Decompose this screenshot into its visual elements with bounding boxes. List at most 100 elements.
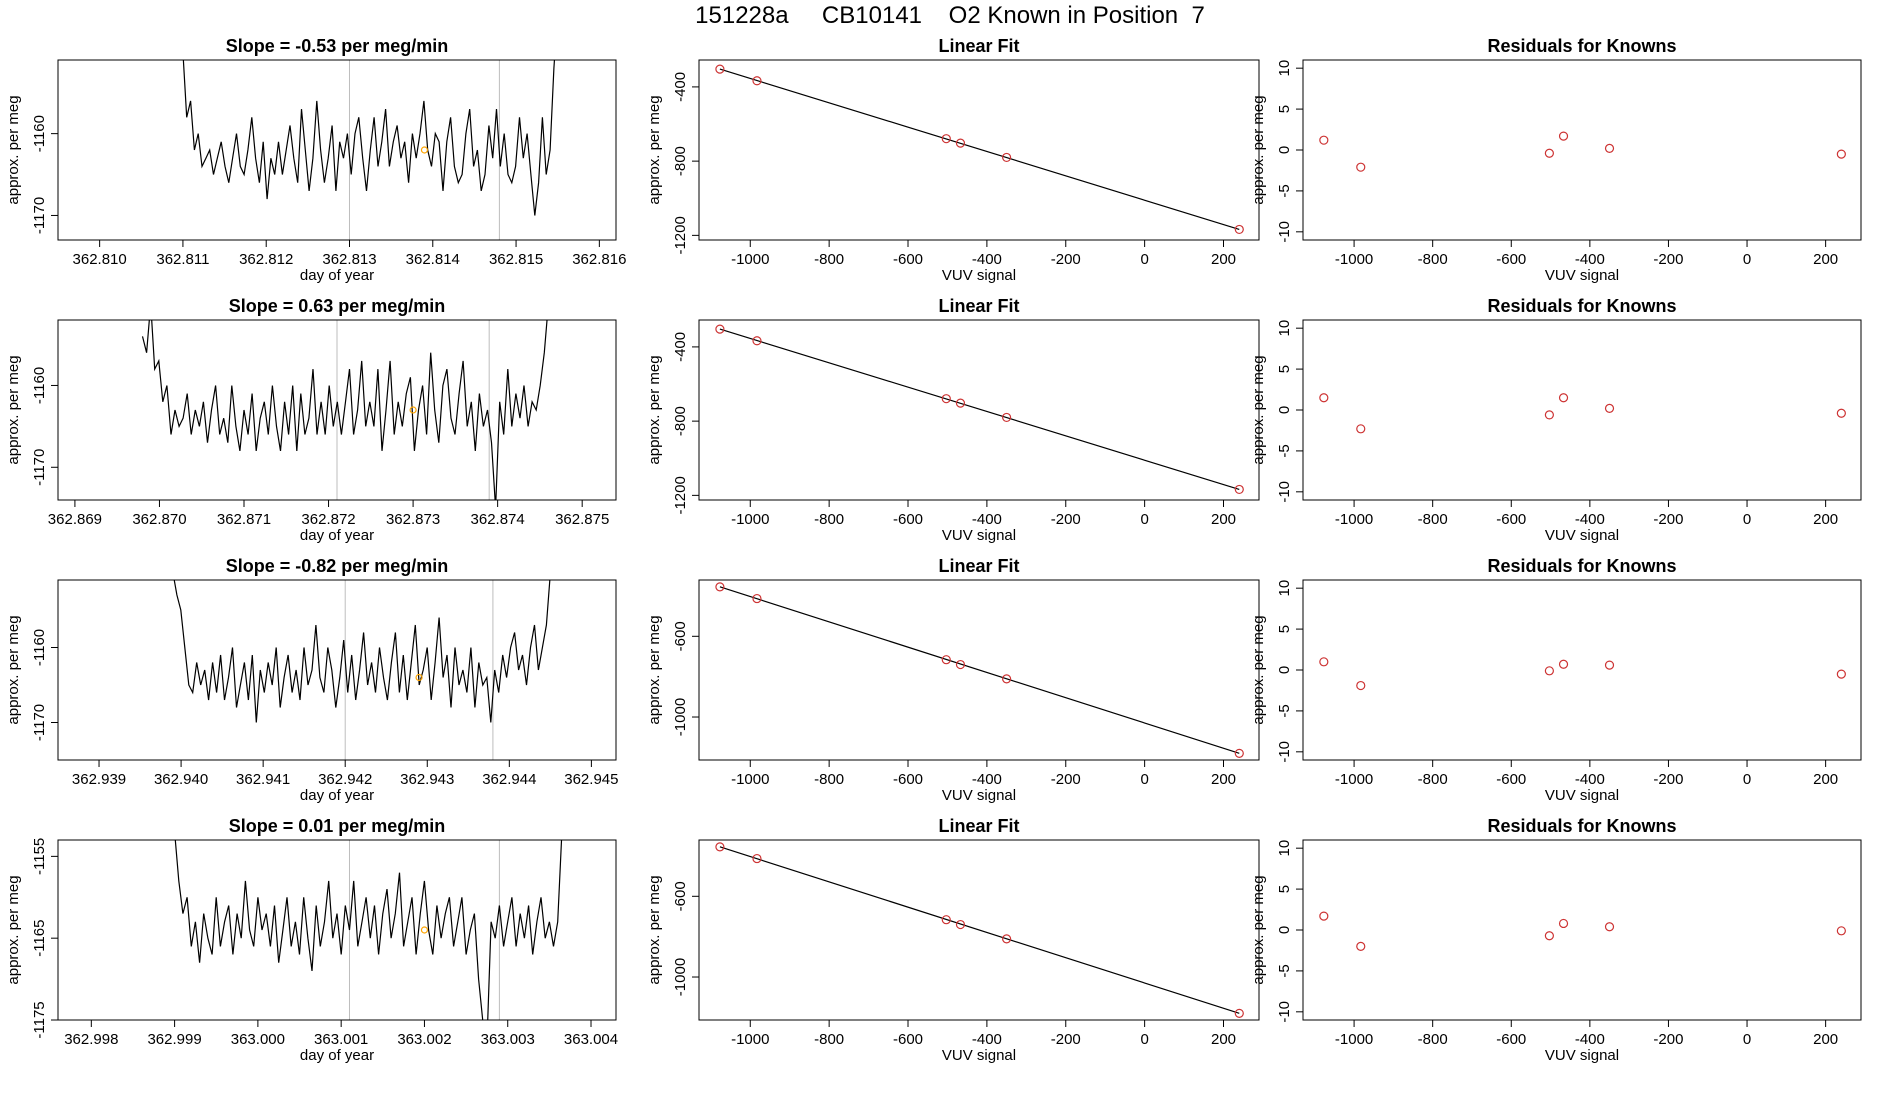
- y-axis-label: approx. per meg: [1250, 615, 1267, 724]
- x-tick-label: -800: [814, 251, 844, 268]
- known-point: [715, 582, 725, 592]
- x-tick-label: 200: [1211, 1031, 1236, 1048]
- y-axis-label: approx. per meg: [5, 95, 22, 204]
- panel-title: Slope = -0.82 per meg/min: [226, 556, 449, 576]
- data-layer: [715, 64, 1244, 235]
- panel-title: Slope = 0.01 per meg/min: [229, 816, 446, 836]
- x-tick-label: -800: [814, 771, 844, 788]
- x-tick-label: 200: [1211, 251, 1236, 268]
- y-tick-label: 5: [1276, 885, 1293, 893]
- y-tick-label: -1170: [31, 449, 48, 486]
- x-tick-label: -800: [814, 511, 844, 528]
- data-layer: [1319, 657, 1846, 691]
- y-tick-label: -1200: [672, 216, 689, 254]
- x-tick-label: -200: [1051, 251, 1081, 268]
- fit-line: [719, 328, 1240, 490]
- x-tick-label: 362.939: [72, 771, 126, 788]
- residual-point: [1836, 408, 1846, 418]
- y-tick-label: -5: [1276, 704, 1293, 717]
- x-tick-label: 362.942: [318, 771, 372, 788]
- data-layer: [182, 60, 556, 240]
- x-axis-label: VUV signal: [942, 527, 1016, 544]
- residual-point: [1544, 666, 1554, 676]
- residual-point: [1356, 162, 1366, 172]
- x-tick-label: 362.943: [400, 771, 454, 788]
- y-tick-label: -10: [1276, 1001, 1293, 1023]
- x-tick-label: 362.999: [147, 1031, 201, 1048]
- plot-frame: [698, 319, 1260, 501]
- residual-point: [1604, 922, 1615, 932]
- residual-point: [1544, 148, 1554, 158]
- panel-trace-1: Slope = -0.53 per meg/min 362.810 362.811 3…: [5, 36, 626, 284]
- panel-fit-4: Linear Fit -1000 -800 -600 -400 -200 0 200 -600 -…: [646, 816, 1260, 1064]
- x-axis-label: VUV signal: [942, 267, 1016, 284]
- known-point: [1234, 1008, 1244, 1018]
- plot-area: Slope = -0.82 per meg/min 362.939 362.940 3…: [5, 556, 618, 804]
- plot-area: Slope = 0.63 per meg/min 362.869 362.870 36…: [5, 296, 617, 544]
- panel-title: Linear Fit: [938, 556, 1019, 576]
- x-tick-label: 0: [1743, 511, 1751, 528]
- y-tick-label: 10: [1276, 580, 1293, 597]
- signal-trace: [182, 60, 556, 216]
- x-tick-label: 0: [1140, 1031, 1148, 1048]
- fit-line: [719, 68, 1240, 230]
- y-tick-label: -1170: [31, 704, 48, 741]
- panel-fit-3: Linear Fit -1000 -800 -600 -400 -200 0 200 -600 -…: [646, 556, 1260, 804]
- x-tick-label: 363.003: [481, 1031, 535, 1048]
- x-axis-label: day of year: [300, 1047, 374, 1064]
- known-point: [955, 659, 966, 670]
- y-tick-label: 10: [1276, 60, 1293, 77]
- plot-frame: [698, 59, 1260, 241]
- y-axis-label: approx. per meg: [5, 355, 22, 464]
- panel-title: Linear Fit: [938, 36, 1019, 56]
- signal-trace: [173, 580, 551, 723]
- y-tick-label: -10: [1276, 741, 1293, 763]
- x-tick-label: 362.940: [154, 771, 208, 788]
- x-tick-label: 200: [1211, 511, 1236, 528]
- x-tick-label: -800: [1418, 771, 1448, 788]
- y-axis-label: approx. per meg: [5, 615, 22, 724]
- panel-fit-1: Linear Fit -1000 -800 -600 -400 -200 0 200 -400 -…: [646, 36, 1260, 284]
- x-tick-label: -400: [972, 511, 1002, 528]
- plot-frame: [1302, 579, 1862, 761]
- y-tick-label: 0: [1276, 666, 1293, 674]
- x-tick-label: -1000: [731, 511, 769, 528]
- data-layer: [173, 580, 551, 760]
- y-tick-label: -1160: [31, 629, 48, 666]
- x-tick-label: 200: [1813, 1031, 1838, 1048]
- panel-resid-2: Residuals for Knowns-1000 -800 -600 -400 -20…: [1250, 296, 1862, 544]
- x-tick-label: -600: [1496, 1031, 1526, 1048]
- x-tick-label: -200: [1653, 511, 1683, 528]
- plot-frame: [57, 839, 617, 1021]
- x-tick-label: -1000: [1335, 1031, 1373, 1048]
- y-tick-label: -1160: [31, 367, 48, 404]
- x-tick-label: 363.000: [231, 1031, 285, 1048]
- x-tick-label: -600: [1496, 771, 1526, 788]
- known-point: [752, 76, 762, 86]
- residual-point: [1356, 941, 1366, 951]
- panel-title: Linear Fit: [938, 296, 1019, 316]
- y-axis-label: approx. per meg: [646, 355, 663, 464]
- data-layer: [1319, 131, 1846, 172]
- y-tick-label: -600: [672, 881, 689, 911]
- y-tick-label: 5: [1276, 365, 1293, 373]
- x-tick-label: -400: [1575, 511, 1605, 528]
- panel-resid-3: Residuals for Knowns-1000 -800 -600 -400 -20…: [1250, 556, 1862, 804]
- residual-point: [1558, 918, 1569, 929]
- residual-point: [1604, 403, 1615, 413]
- plot-area: Residuals for Knowns-1000 -800 -600 -400 -20…: [1250, 556, 1862, 804]
- x-tick-label: 363.004: [564, 1031, 618, 1048]
- y-tick-label: 5: [1276, 625, 1293, 633]
- x-tick-label: -1000: [731, 251, 769, 268]
- x-tick-label: 0: [1743, 771, 1751, 788]
- x-tick-label: -600: [893, 251, 923, 268]
- plot-frame: [1302, 839, 1862, 1021]
- panel-trace-4: Slope = 0.01 per meg/min 362.998 362.999 36…: [5, 816, 618, 1064]
- plot-area: Residuals for Knowns-1000 -800 -600 -400 -20…: [1250, 296, 1862, 544]
- plot-area: Slope = 0.01 per meg/min 362.998 362.999 36…: [5, 816, 618, 1064]
- y-tick-label: -600: [672, 621, 689, 651]
- known-point: [715, 324, 725, 334]
- x-tick-label: -200: [1653, 771, 1683, 788]
- plot-frame: [1302, 319, 1862, 501]
- x-tick-label: -600: [1496, 511, 1526, 528]
